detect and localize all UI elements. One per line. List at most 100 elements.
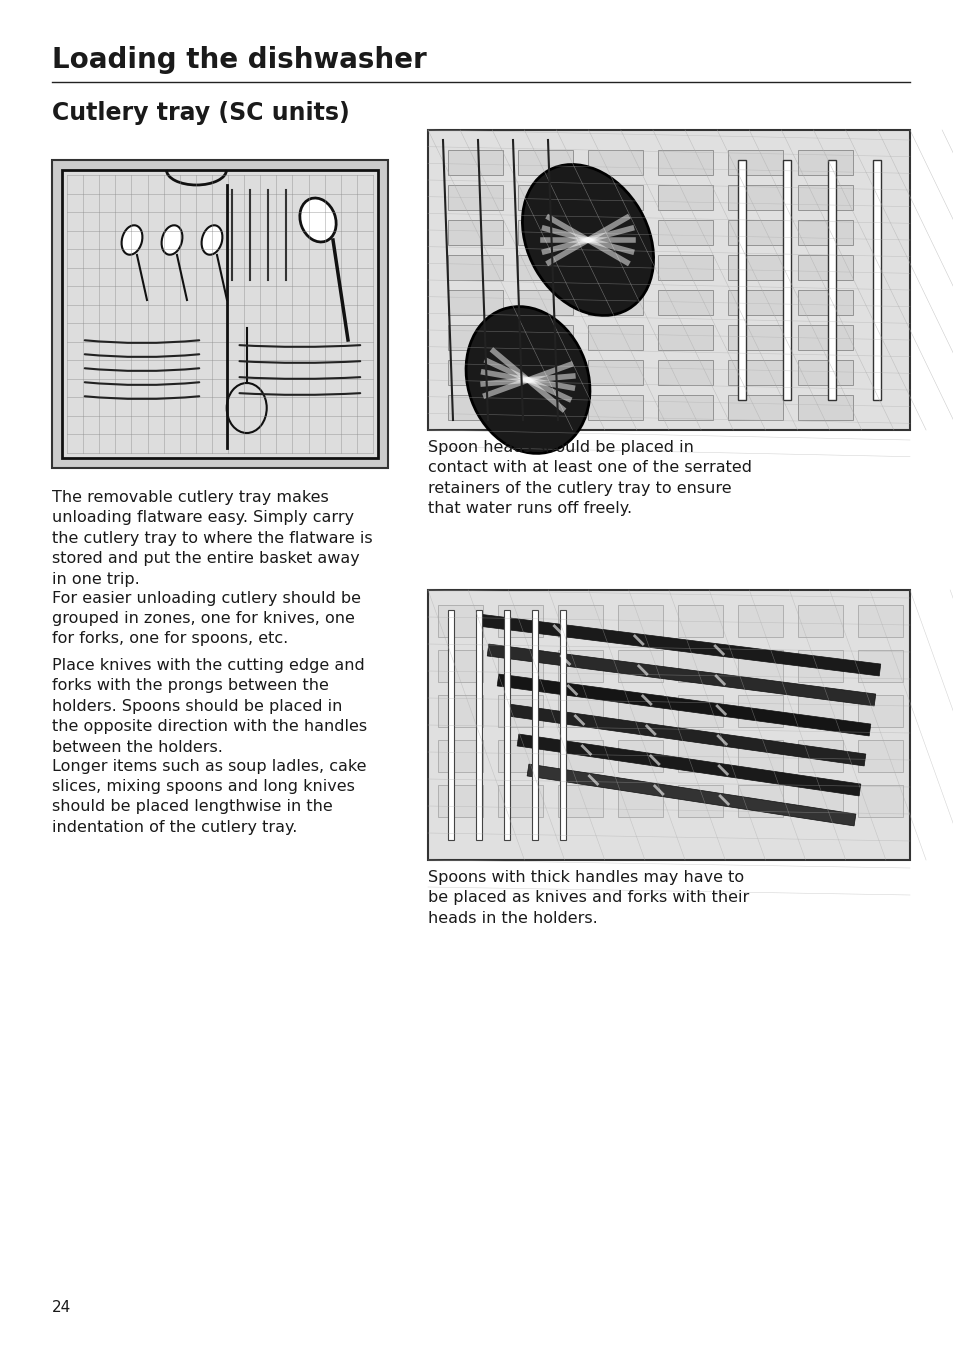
Bar [727, 360, 782, 385]
Bar [727, 256, 782, 280]
Bar [497, 786, 542, 817]
Text: Place knives with the cutting edge and
forks with the prongs between the
holders: Place knives with the cutting edge and f… [52, 658, 367, 754]
Bar [558, 740, 602, 772]
Ellipse shape [201, 226, 222, 254]
Bar [738, 786, 782, 817]
Bar [618, 604, 662, 637]
Bar [797, 650, 842, 681]
Bar [797, 395, 852, 420]
Bar [437, 695, 482, 727]
Bar [797, 289, 852, 315]
Bar [797, 324, 852, 350]
Bar [587, 150, 642, 174]
Bar [587, 289, 642, 315]
Ellipse shape [522, 165, 653, 315]
Bar [587, 185, 642, 210]
Text: Spoons with thick handles may have to
be placed as knives and forks with their
h: Spoons with thick handles may have to be… [428, 869, 748, 926]
Bar [797, 150, 852, 174]
Bar [428, 589, 909, 860]
Bar [658, 150, 712, 174]
Bar [658, 324, 712, 350]
Bar [437, 650, 482, 681]
Bar [658, 360, 712, 385]
FancyArrow shape [487, 644, 875, 706]
Bar [797, 695, 842, 727]
Bar [587, 395, 642, 420]
Bar [558, 604, 602, 637]
Bar [738, 695, 782, 727]
FancyArrow shape [497, 675, 870, 735]
Bar [517, 256, 573, 280]
Bar [448, 324, 502, 350]
Bar [727, 395, 782, 420]
Bar [727, 220, 782, 245]
Bar [448, 360, 502, 385]
Bar [503, 610, 510, 840]
Text: Longer items such as soup ladles, cake
slices, mixing spoons and long knives
sho: Longer items such as soup ladles, cake s… [52, 758, 366, 834]
Bar [559, 610, 565, 840]
Bar [658, 395, 712, 420]
Bar [857, 740, 902, 772]
Bar [678, 786, 722, 817]
FancyArrow shape [517, 734, 860, 796]
Bar [857, 786, 902, 817]
Bar [558, 695, 602, 727]
Bar [618, 786, 662, 817]
Bar [476, 610, 481, 840]
Bar [497, 740, 542, 772]
Bar [797, 185, 852, 210]
Ellipse shape [121, 226, 142, 254]
Bar [558, 786, 602, 817]
Bar [797, 220, 852, 245]
Bar [618, 740, 662, 772]
Bar [782, 160, 790, 400]
Bar [448, 256, 502, 280]
Bar [448, 289, 502, 315]
Bar [618, 695, 662, 727]
Bar [658, 220, 712, 245]
Bar [678, 650, 722, 681]
Bar [857, 650, 902, 681]
FancyArrow shape [527, 764, 855, 826]
Ellipse shape [466, 307, 589, 453]
Bar [532, 610, 537, 840]
Bar [727, 289, 782, 315]
Bar [678, 695, 722, 727]
Bar [437, 604, 482, 637]
Bar [517, 150, 573, 174]
Bar [517, 360, 573, 385]
Bar [517, 324, 573, 350]
Bar [52, 160, 388, 468]
Bar [797, 256, 852, 280]
Bar [727, 324, 782, 350]
Bar [827, 160, 835, 400]
Bar [448, 185, 502, 210]
Bar [857, 604, 902, 637]
Bar [678, 604, 722, 637]
Text: Cutlery tray (SC units): Cutlery tray (SC units) [52, 101, 350, 124]
Bar [738, 650, 782, 681]
Bar [797, 360, 852, 385]
Bar [658, 256, 712, 280]
Bar [558, 650, 602, 681]
Bar [738, 604, 782, 637]
Bar [587, 360, 642, 385]
Bar [658, 185, 712, 210]
Text: Loading the dishwasher: Loading the dishwasher [52, 46, 426, 74]
Bar [797, 786, 842, 817]
Bar [448, 395, 502, 420]
Bar [517, 395, 573, 420]
Bar [587, 324, 642, 350]
Bar [497, 650, 542, 681]
Bar [517, 185, 573, 210]
Bar [448, 610, 454, 840]
Bar [448, 150, 502, 174]
Text: For easier unloading cutlery should be
grouped in zones, one for knives, one
for: For easier unloading cutlery should be g… [52, 591, 360, 646]
FancyArrow shape [507, 704, 865, 767]
Text: Spoon heads should be placed in
contact with at least one of the serrated
retain: Spoon heads should be placed in contact … [428, 439, 751, 516]
Bar [497, 695, 542, 727]
Bar [517, 220, 573, 245]
Bar [857, 695, 902, 727]
Bar [437, 786, 482, 817]
Text: 24: 24 [52, 1301, 71, 1315]
